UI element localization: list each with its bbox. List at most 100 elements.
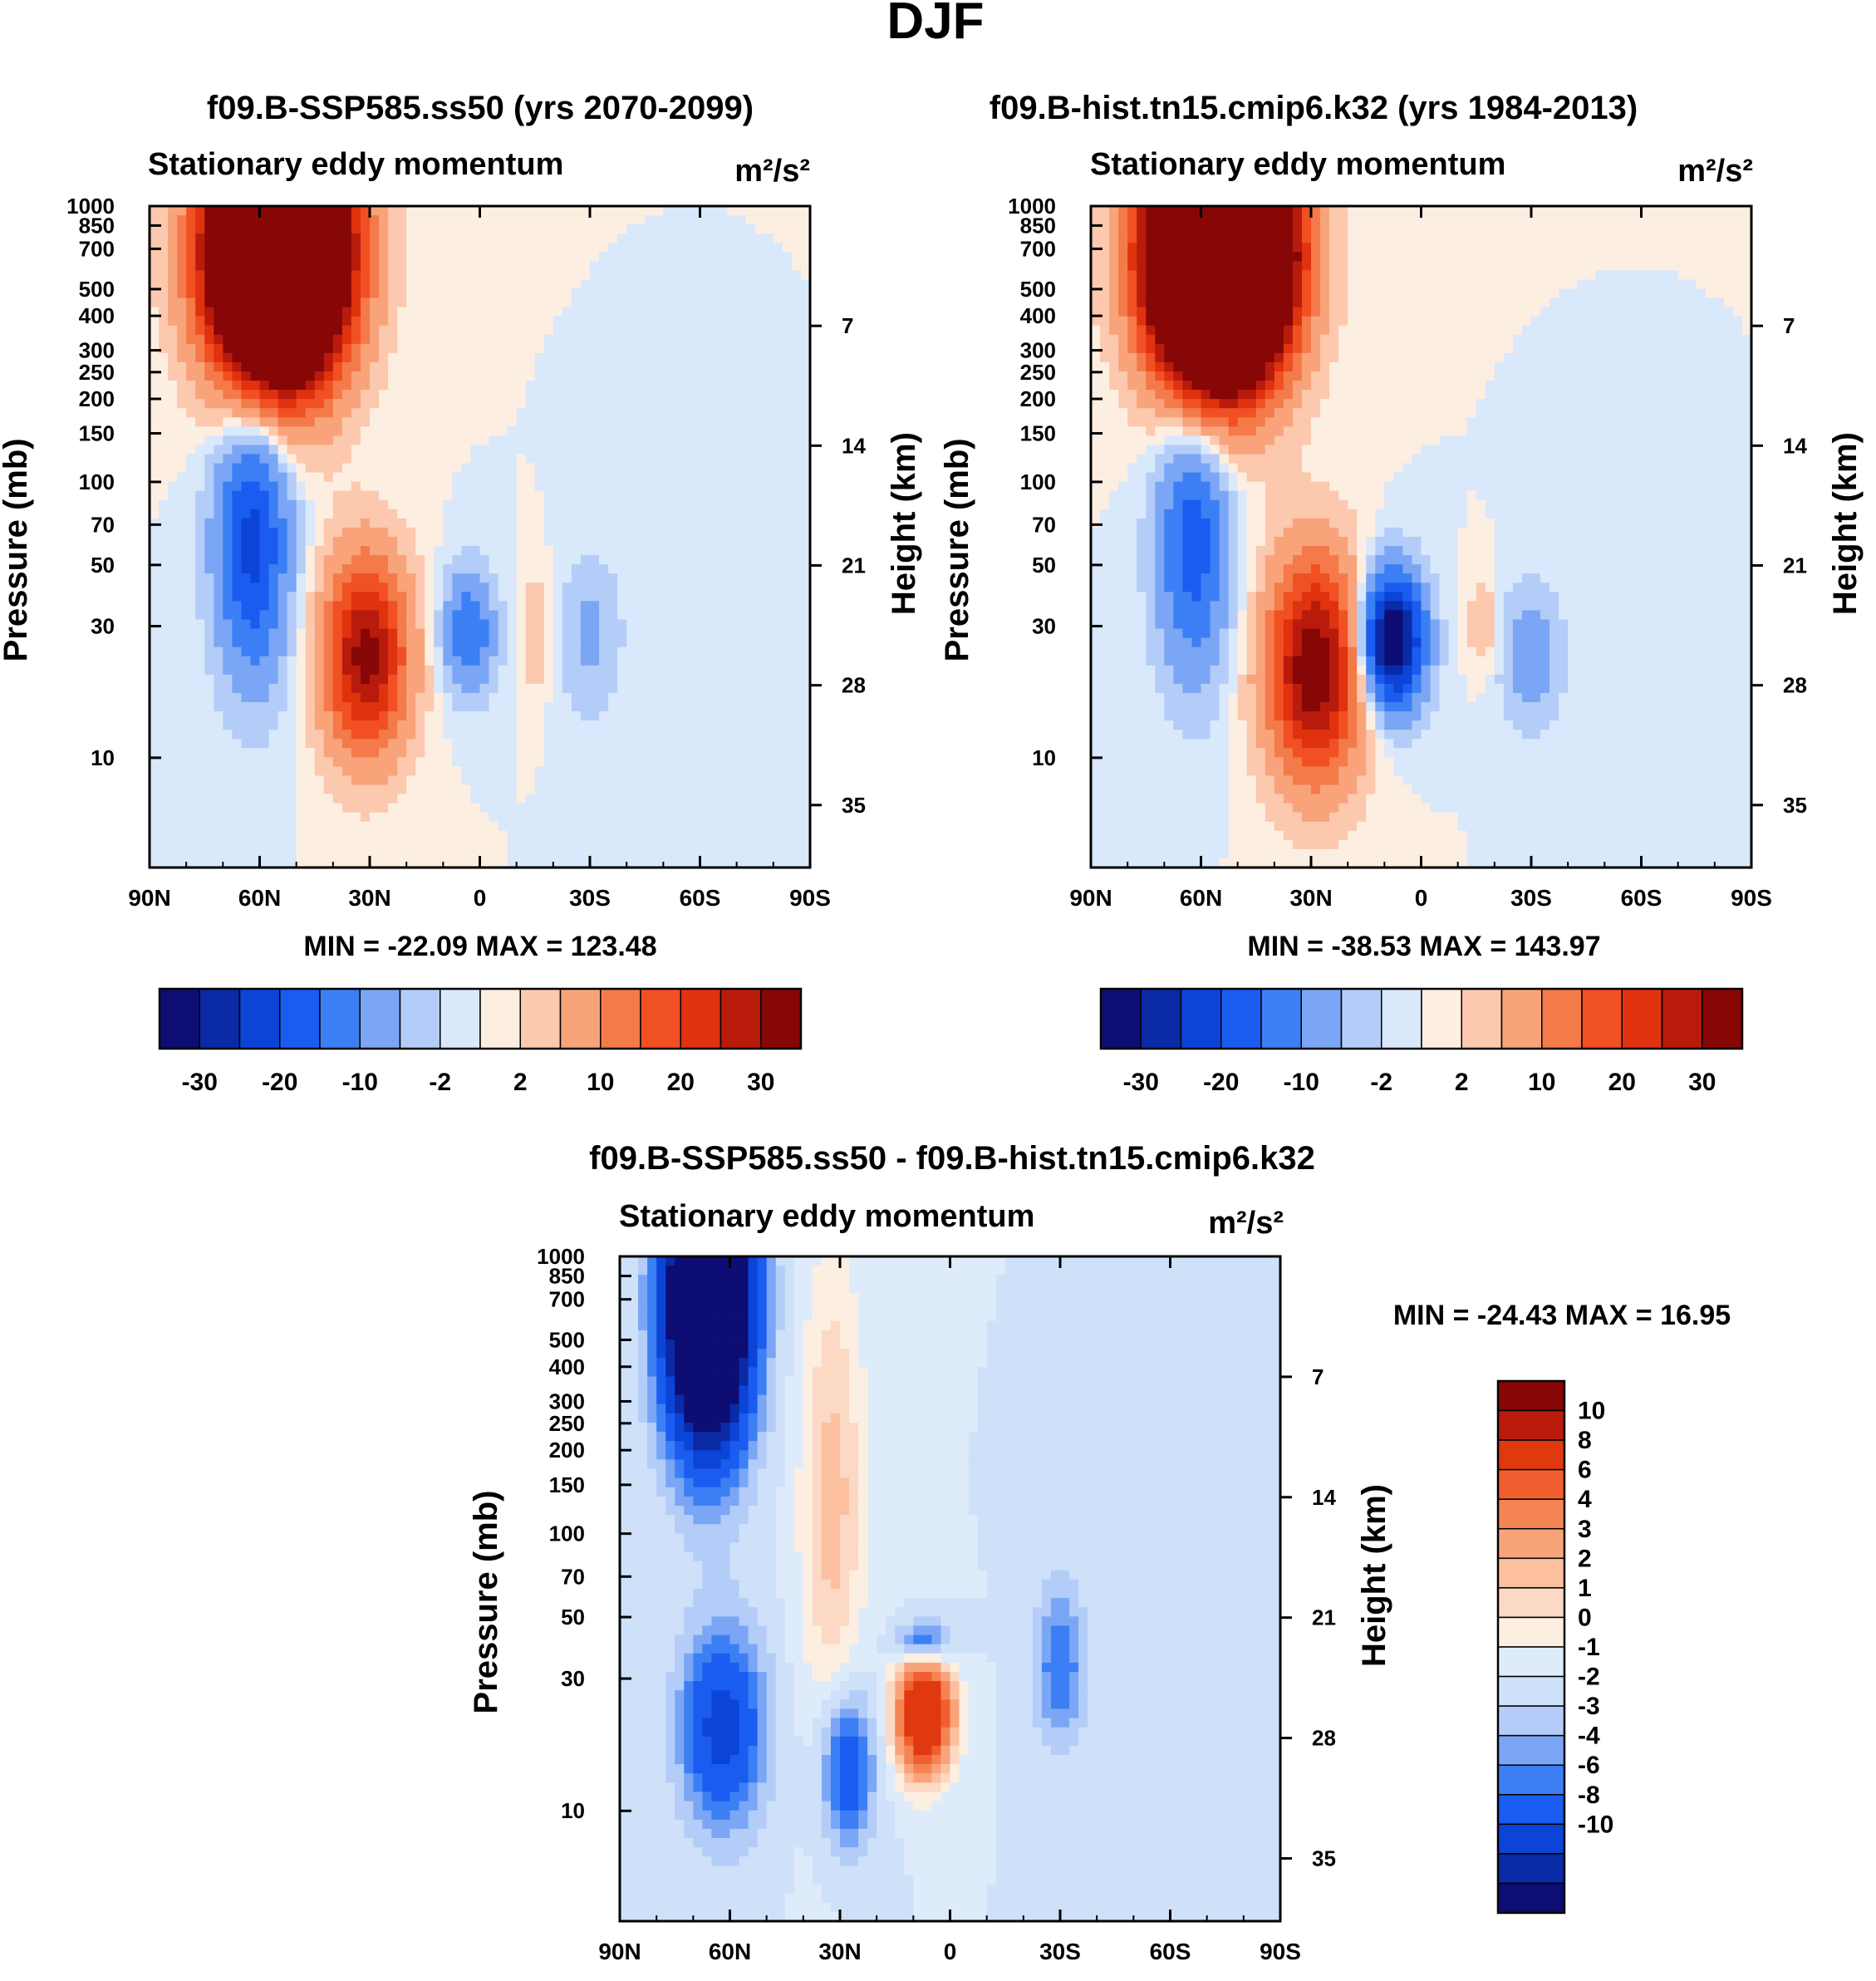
field-cell — [571, 352, 582, 363]
field-cell — [223, 417, 233, 427]
field-cell — [599, 730, 609, 740]
field-cell — [296, 426, 307, 436]
field-cell — [314, 352, 325, 363]
field-cell — [443, 601, 453, 612]
field-cell — [764, 692, 774, 703]
field-cell — [434, 233, 444, 243]
field-cell — [745, 711, 756, 721]
field-cell — [168, 307, 178, 317]
field-cell — [223, 674, 233, 685]
field-cell — [452, 619, 463, 630]
field-cell — [168, 408, 178, 418]
field-cell — [150, 711, 160, 721]
field-cell — [360, 646, 371, 657]
field-cell — [177, 812, 187, 823]
field-cell — [590, 316, 600, 327]
field-cell — [341, 261, 352, 271]
field-cell — [379, 297, 389, 308]
field-cell — [177, 454, 187, 465]
field-cell — [700, 812, 710, 823]
field-cell — [636, 435, 646, 446]
field-cell — [663, 261, 673, 271]
field-cell — [782, 720, 793, 730]
field-cell — [305, 730, 316, 740]
field-cell — [296, 352, 307, 363]
field-cell — [736, 417, 747, 427]
field-cell — [498, 665, 508, 676]
field-cell — [663, 757, 673, 767]
field-cell — [654, 674, 664, 685]
field-cell — [727, 307, 738, 317]
field-cell — [672, 463, 683, 474]
field-cell — [177, 288, 187, 299]
field-cell — [543, 472, 554, 483]
field-cell — [552, 674, 563, 685]
field-cell — [259, 325, 270, 336]
field-cell — [773, 490, 783, 501]
field-cell — [168, 839, 178, 850]
field-cell — [214, 692, 223, 703]
field-cell — [727, 509, 738, 519]
field-cell — [800, 628, 811, 639]
field-cell — [709, 803, 719, 814]
field-cell — [645, 206, 655, 216]
field-cell — [498, 279, 508, 290]
field-cell — [443, 555, 453, 565]
field-cell — [663, 435, 673, 446]
field-cell — [406, 518, 416, 528]
field-cell — [736, 564, 747, 574]
field-cell — [782, 628, 793, 639]
field-cell — [314, 463, 325, 474]
field-cell — [782, 417, 793, 427]
field-cell — [370, 399, 380, 409]
field-cell — [287, 316, 297, 327]
field-cell — [636, 279, 646, 290]
field-cell — [177, 683, 187, 694]
field-cell — [608, 683, 618, 694]
field-cell — [645, 830, 655, 841]
field-cell — [745, 812, 756, 823]
field-cell — [370, 233, 380, 243]
field-cell — [323, 830, 334, 841]
field-cell — [764, 766, 774, 777]
field-cell — [636, 803, 646, 814]
field-cell — [370, 288, 380, 299]
field-cell — [434, 445, 444, 455]
field-cell — [516, 252, 527, 262]
field-cell — [608, 656, 618, 666]
field-cell — [516, 665, 527, 676]
field-cell — [470, 573, 481, 583]
field-cell — [397, 821, 407, 832]
field-cell — [415, 252, 425, 262]
field-cell — [223, 546, 233, 556]
field-cell — [452, 371, 463, 381]
field-cell — [415, 619, 425, 630]
field-cell — [617, 803, 627, 814]
field-cell — [323, 628, 334, 639]
field-cell — [672, 546, 683, 556]
field-cell — [516, 352, 527, 363]
field-cell — [250, 490, 261, 501]
field-cell — [773, 224, 783, 234]
field-cell — [323, 224, 334, 234]
field-cell — [351, 316, 361, 327]
field-cell — [534, 546, 545, 556]
field-cell — [791, 307, 802, 317]
field-cell — [479, 426, 490, 436]
field-cell — [241, 757, 252, 767]
field-cell — [700, 417, 710, 427]
field-cell — [296, 297, 307, 308]
field-cell — [232, 243, 243, 253]
field-cell — [250, 592, 261, 602]
field-cell — [580, 702, 591, 712]
field-cell — [186, 601, 196, 612]
field-cell — [425, 325, 435, 336]
field-cell — [296, 757, 307, 767]
field-cell — [277, 518, 288, 528]
field-cell — [214, 390, 223, 400]
field-cell — [159, 279, 169, 290]
field-cell — [580, 766, 591, 777]
field-cell — [590, 243, 600, 253]
field-cell — [590, 720, 600, 730]
field-cell — [626, 288, 636, 299]
